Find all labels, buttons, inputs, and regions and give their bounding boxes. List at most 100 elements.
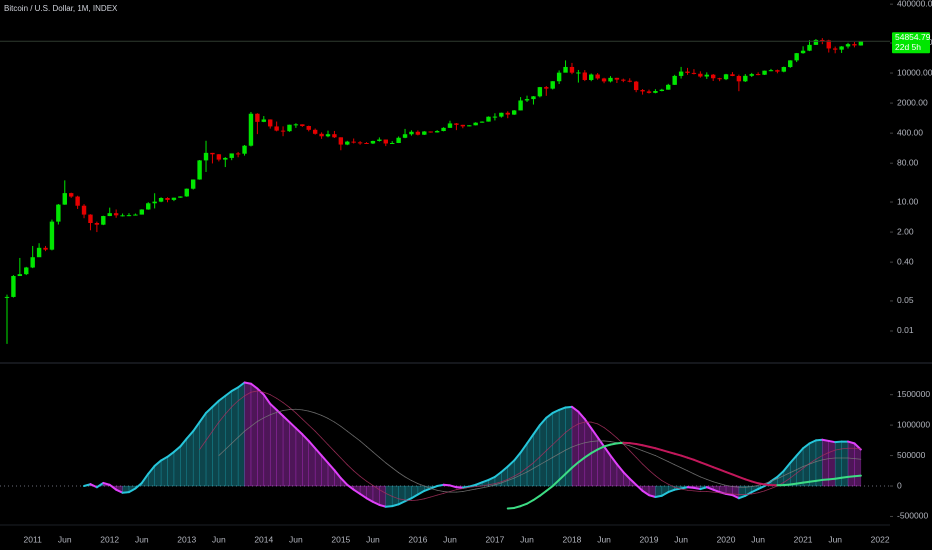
line-segment [795, 481, 805, 485]
line-segment [475, 485, 483, 488]
candle-body [261, 119, 266, 122]
candle-body [113, 213, 119, 216]
line-segment [751, 492, 759, 495]
candle-body [839, 46, 844, 50]
candle-body [531, 96, 536, 100]
line-segment [398, 498, 406, 501]
line-segment [687, 489, 695, 492]
line-segment [488, 484, 496, 488]
line-segment [468, 486, 477, 488]
line-segment [622, 471, 631, 480]
line-segment [545, 456, 554, 462]
y-tick-label: 10000.00 [897, 67, 932, 77]
line-segment [583, 418, 593, 430]
line-segment [327, 444, 335, 452]
line-segment [750, 488, 760, 494]
line-segment [519, 502, 529, 508]
candle-body [24, 267, 29, 275]
line-segment [764, 488, 772, 492]
line-segment [744, 478, 753, 483]
candle-body [287, 124, 292, 132]
line-segment [796, 467, 804, 474]
line-segment [635, 483, 644, 492]
line-segment [237, 430, 245, 438]
x-tick-label: 2013 [177, 534, 196, 544]
line-segment [371, 500, 381, 506]
line-segment [596, 436, 606, 448]
line-segment [603, 427, 611, 433]
candle-body [576, 72, 581, 74]
candle-body [338, 137, 344, 145]
y-tick-label: 0.05 [897, 295, 914, 305]
line-segment [455, 491, 464, 493]
x-tick-label: Jun [366, 534, 380, 544]
line-segment [166, 450, 175, 458]
line-segment [655, 475, 663, 481]
x-tick-label: Jun [597, 534, 611, 544]
line-segment [725, 492, 734, 497]
candle-body [370, 140, 376, 144]
line-segment [564, 405, 573, 409]
line-segment [449, 489, 457, 492]
line-segment [320, 454, 329, 464]
line-segment [224, 390, 233, 397]
candle-body [608, 77, 613, 82]
line-segment [596, 445, 606, 451]
line-segment [674, 464, 682, 469]
line-segment [558, 432, 566, 439]
line-segment [622, 443, 631, 452]
candle-body [56, 204, 61, 222]
line-segment [307, 439, 317, 450]
candle-body [268, 119, 273, 127]
candle-body [88, 214, 93, 224]
line-segment [346, 483, 355, 491]
candle-body [306, 126, 311, 130]
line-segment [346, 430, 355, 437]
candle-body [441, 127, 446, 132]
series-thick [506, 441, 862, 510]
line-segment [237, 395, 245, 402]
line-segment [558, 472, 567, 481]
candle-body [556, 72, 562, 82]
line-segment [121, 491, 130, 494]
area-segment [385, 485, 393, 508]
candle-body [858, 41, 864, 46]
line-segment [551, 478, 561, 488]
candle-body [537, 87, 543, 97]
line-segment [205, 405, 214, 414]
line-segment [314, 430, 322, 439]
candle-body [178, 196, 183, 198]
candle-body [852, 44, 857, 46]
line-segment [334, 450, 342, 459]
candle-body [357, 142, 363, 144]
candle-body [248, 113, 254, 146]
line-segment [841, 447, 849, 450]
line-segment [642, 450, 650, 454]
line-segment [308, 424, 316, 432]
candles [4, 38, 864, 344]
area-segment [379, 485, 387, 508]
line-segment [699, 476, 708, 480]
line-segment [814, 438, 824, 442]
candle-body [43, 247, 48, 250]
line-segment [609, 442, 618, 446]
line-segment [513, 474, 521, 479]
line-segment [821, 458, 830, 461]
line-segment [840, 475, 850, 479]
line-segment [764, 480, 772, 484]
line-segment [353, 435, 361, 442]
line-segment [776, 469, 785, 478]
line-segment [391, 467, 400, 474]
area-segment [269, 403, 277, 487]
line-segment [244, 391, 252, 397]
candle-body [139, 209, 145, 215]
line-segment [340, 425, 348, 432]
line-segment [416, 489, 426, 496]
line-segment [815, 455, 823, 460]
line-segment [192, 421, 201, 433]
line-segment [834, 440, 843, 444]
x-tick-label: Jun [674, 534, 688, 544]
line-segment [565, 446, 573, 451]
line-segment [282, 402, 290, 408]
candle-body [589, 74, 594, 80]
